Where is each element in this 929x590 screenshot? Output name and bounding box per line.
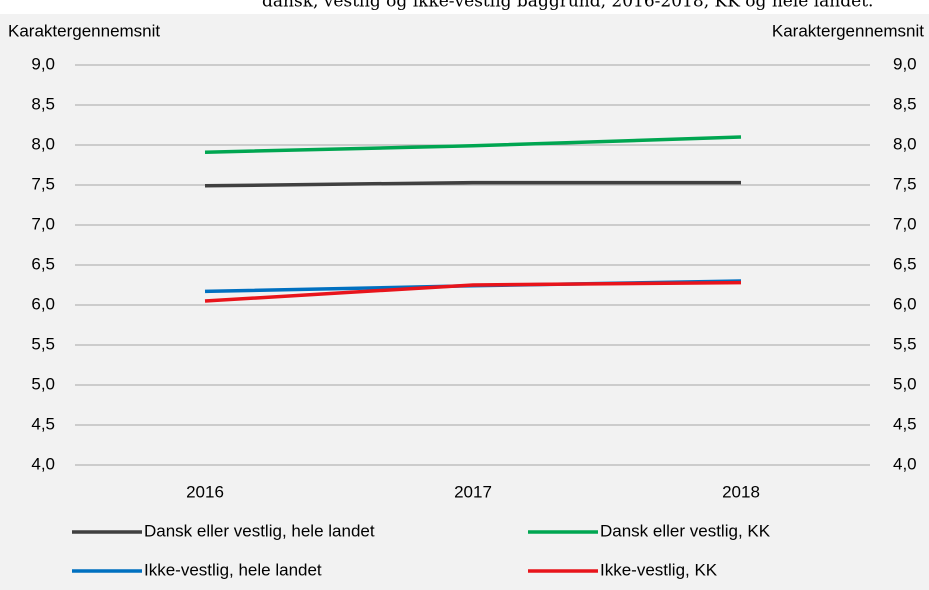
- y2-tick-label: 5,5: [893, 334, 917, 353]
- y2-tick-label: 8,0: [893, 134, 917, 153]
- x-tick-label: 2017: [454, 482, 492, 501]
- legend-label: Ikke-vestlig, KK: [600, 560, 718, 579]
- y-tick-label: 8,0: [31, 134, 55, 153]
- y2-tick-label: 8,5: [893, 94, 917, 113]
- series-line: [204, 135, 742, 154]
- y2-tick-label: 4,5: [893, 414, 917, 433]
- y-tick-label: 6,5: [31, 254, 55, 273]
- legend-label: Dansk eller vestlig, KK: [600, 521, 771, 540]
- series-line: [204, 180, 741, 188]
- y2-tick-label: 7,5: [893, 174, 917, 193]
- y-tick-label: 4,0: [31, 454, 55, 473]
- x-tick-label: 2018: [722, 482, 760, 501]
- y-tick-label: 7,5: [31, 174, 55, 193]
- x-tick-label: 2016: [186, 482, 224, 501]
- y-axis-label: Karaktergennemsnit: [8, 21, 160, 40]
- chart-background: [0, 14, 929, 590]
- y-tick-label: 9,0: [31, 54, 55, 73]
- legend-label: Dansk eller vestlig, hele landet: [144, 521, 375, 540]
- legend-label: Ikke-vestlig, hele landet: [144, 560, 322, 579]
- y2-tick-label: 9,0: [893, 54, 917, 73]
- y-tick-label: 4,5: [31, 414, 55, 433]
- y2-tick-label: 4,0: [893, 454, 917, 473]
- y-tick-label: 5,0: [31, 374, 55, 393]
- chart-title: dansk, vestlig og ikke-vestlig baggrund,…: [262, 0, 873, 12]
- y2-tick-label: 6,5: [893, 254, 917, 273]
- y-tick-label: 8,5: [31, 94, 55, 113]
- y2-tick-label: 6,0: [893, 294, 917, 313]
- y2-tick-label: 7,0: [893, 214, 917, 233]
- y-tick-label: 6,0: [31, 294, 55, 313]
- y2-tick-label: 5,0: [893, 374, 917, 393]
- y-tick-label: 5,5: [31, 334, 55, 353]
- y2-axis-label: Karaktergennemsnit: [772, 21, 924, 40]
- y-tick-label: 7,0: [31, 214, 55, 233]
- series-line: [204, 280, 742, 303]
